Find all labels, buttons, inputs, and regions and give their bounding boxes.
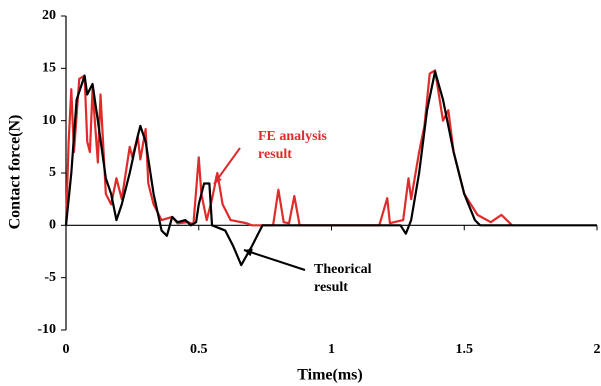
y-axis-label: Contact force(N) bbox=[7, 115, 24, 230]
annotation: result bbox=[258, 147, 292, 162]
annotation: result bbox=[314, 280, 348, 295]
annotation-arrow bbox=[243, 249, 306, 271]
y-tick-label: 0 bbox=[49, 218, 56, 233]
y-tick-label: 5 bbox=[49, 165, 56, 180]
arrow-head bbox=[214, 175, 222, 184]
x-tick-label: 1 bbox=[328, 342, 335, 357]
x-tick-label: 0 bbox=[63, 342, 70, 357]
arrow-head bbox=[244, 248, 253, 257]
y-tick-label: 15 bbox=[42, 61, 56, 76]
y-tick-label: 20 bbox=[42, 8, 56, 23]
series-line bbox=[64, 70, 597, 267]
y-tick-label: -10 bbox=[37, 322, 56, 337]
x-tick-label: 0.5 bbox=[190, 342, 208, 357]
y-tick-label: 10 bbox=[42, 113, 56, 128]
x-axis-label: Time(ms) bbox=[297, 367, 362, 384]
annotation: FE analysis bbox=[258, 129, 327, 144]
y-tick-label: -5 bbox=[44, 270, 56, 285]
x-tick-label: 1.5 bbox=[456, 342, 474, 357]
x-tick-label: 2 bbox=[594, 342, 601, 357]
annotation: Theorical bbox=[314, 262, 372, 277]
